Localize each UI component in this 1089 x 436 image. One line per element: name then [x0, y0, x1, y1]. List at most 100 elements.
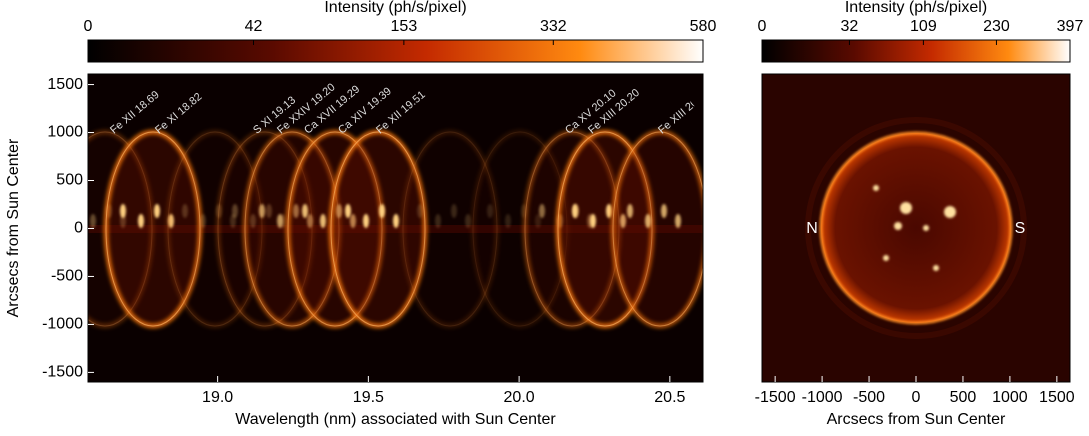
- x-axis-label: Arcsecs from Sun Center: [827, 411, 1006, 428]
- loop-edge: [217, 131, 313, 327]
- active-region: [505, 214, 511, 228]
- loop-glow: [402, 131, 498, 327]
- loop-edge: [524, 131, 620, 327]
- loop: [88, 130, 154, 328]
- active-region: [923, 225, 929, 231]
- active-region: [307, 214, 313, 228]
- y-axis-label: Arcsecs from Sun Center: [5, 138, 22, 317]
- sun: [805, 117, 1027, 339]
- x-tick-label: -500: [853, 389, 885, 406]
- active-region: [320, 214, 326, 228]
- active-region: [435, 214, 441, 228]
- loop-glow: [287, 131, 383, 327]
- loops: [72, 130, 703, 328]
- active-region: [539, 204, 545, 218]
- loop-glow: [217, 131, 313, 327]
- active-region: [590, 214, 596, 228]
- x-tick-label: 19.0: [202, 389, 233, 406]
- limb: [819, 131, 1013, 325]
- active-region: [535, 214, 541, 228]
- active-region: [138, 214, 144, 228]
- active-region: [302, 204, 308, 218]
- active-region: [606, 204, 612, 218]
- colorbar-tick-label: 109: [910, 18, 937, 35]
- colorbar-tick-label: 230: [983, 18, 1010, 35]
- colorbar: [761, 39, 1071, 63]
- active-region: [277, 214, 283, 228]
- x-axis-label: Wavelength (nm) associated with Sun Cent…: [235, 411, 556, 428]
- y-tick-label: -1500: [42, 364, 83, 381]
- y-tick-label: 500: [56, 172, 83, 189]
- active-region: [154, 204, 160, 218]
- loop-edge: [287, 131, 383, 327]
- x-tick-label: 0: [912, 389, 921, 406]
- active-region: [72, 204, 78, 218]
- disk: [821, 133, 1011, 323]
- x-tick-label: 1000: [992, 389, 1028, 406]
- loop: [523, 130, 621, 328]
- x-tick-label: 19.5: [353, 389, 384, 406]
- active-region: [894, 222, 902, 230]
- loop-edge: [244, 131, 340, 327]
- loop-glow: [472, 131, 568, 327]
- active-region: [266, 204, 272, 218]
- active-region: [900, 202, 912, 214]
- active-region: [487, 204, 493, 218]
- colorbar-tick-label: 580: [690, 18, 717, 35]
- active-region: [873, 185, 879, 191]
- loop-glow: [244, 131, 340, 327]
- colorbar-tick-label: 153: [391, 18, 418, 35]
- loop: [611, 130, 703, 328]
- active-region: [379, 204, 385, 218]
- equator-band: [88, 225, 703, 233]
- loop: [471, 130, 569, 328]
- colorbar-tick-label: 332: [540, 18, 567, 35]
- loop-glow: [612, 131, 703, 327]
- colorbar-tick-label: 0: [758, 18, 767, 35]
- active-region: [259, 204, 265, 218]
- active-region: [120, 204, 126, 218]
- active-region: [90, 214, 96, 228]
- y-tick-label: 1500: [47, 76, 83, 93]
- active-region: [336, 204, 342, 218]
- active-region: [451, 204, 457, 218]
- x-tick-label: 20.0: [504, 389, 535, 406]
- active-region: [465, 214, 471, 228]
- active-region: [345, 204, 351, 218]
- x-tick-label: 500: [950, 389, 977, 406]
- loop-glow: [88, 131, 153, 327]
- loop-glow: [524, 131, 620, 327]
- x-tick-label: 20.5: [654, 389, 685, 406]
- loop-glow: [330, 131, 426, 327]
- y-tick-label: 1000: [47, 124, 83, 141]
- active-region: [661, 204, 667, 218]
- active-region: [182, 204, 188, 218]
- loop-edge: [105, 131, 201, 327]
- loop-glow: [557, 131, 653, 327]
- active-region: [232, 204, 238, 218]
- loop-edge: [557, 131, 653, 327]
- loop-edge: [612, 131, 703, 327]
- colorbar-tick-label: 0: [84, 18, 93, 35]
- y-tick-label: -1000: [42, 316, 83, 333]
- colorbar-label: Intensity (ph/s/pixel): [845, 0, 987, 16]
- loop-edge: [402, 131, 498, 327]
- loop-glow: [105, 131, 201, 327]
- colorbar-tick-label: 42: [245, 18, 263, 35]
- active-region: [393, 214, 399, 228]
- loop: [243, 130, 341, 328]
- pole-label: S: [1015, 220, 1026, 237]
- active-region: [200, 214, 206, 228]
- y-tick-label: -500: [51, 268, 83, 285]
- colorbar: [87, 39, 704, 63]
- active-region: [250, 214, 256, 228]
- loop-glow: [167, 131, 263, 327]
- active-region: [944, 206, 956, 218]
- loop-edge: [88, 131, 153, 327]
- colorbar-tick-label: 32: [841, 18, 859, 35]
- active-region: [120, 214, 126, 228]
- corona: [805, 117, 1027, 339]
- loop: [166, 130, 264, 328]
- active-region: [675, 214, 681, 228]
